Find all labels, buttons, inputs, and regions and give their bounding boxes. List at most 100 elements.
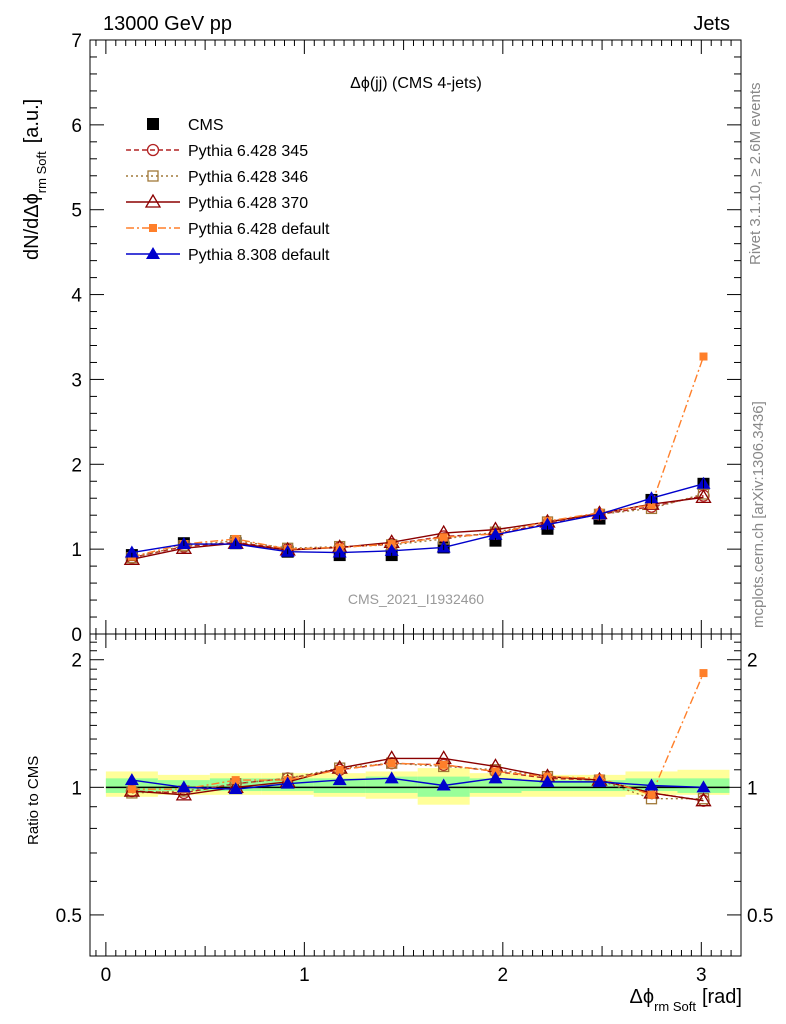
x-label-sub: rm Soft — [654, 999, 696, 1014]
legend-item: Pythia 6.428 default — [126, 221, 330, 238]
x-tick-label: 1 — [299, 965, 310, 986]
ratio-series-line — [131, 762, 704, 800]
ratio-data-point — [439, 760, 448, 769]
main-data-point — [124, 545, 139, 558]
ratio-y-label: Ratio to CMS — [25, 756, 42, 845]
category-label: Jets — [693, 13, 730, 35]
chart-title: Δϕ(jj) (CMS 4-jets) — [350, 75, 482, 92]
main-y-tick-label: 4 — [71, 286, 82, 307]
main-series-line — [131, 494, 704, 559]
svg-text:dN/dΔϕrm Soft[a.u.]: dN/dΔϕrm Soft [a.u.] — [21, 99, 49, 260]
legend-item: Pythia 8.308 default — [126, 247, 330, 264]
legend-item: Pythia 6.428 370 — [126, 193, 308, 212]
main-series-layer — [123, 352, 712, 565]
band-inner — [469, 778, 522, 793]
main-data-point — [439, 533, 448, 542]
ratio-data-point — [488, 771, 503, 784]
ratio-x-axis: 0 1 2 3 — [95, 634, 742, 986]
ratio-data-point — [332, 773, 347, 786]
main-y-tick-label: 2 — [71, 455, 82, 476]
main-panel: 0 1 2 3 4 5 6 7 Δϕ(jj) (CMS 4-jets) CMS_2021_I1… — [21, 31, 742, 646]
ratio-plot-frame — [89, 633, 742, 957]
x-label-main: Δϕ — [630, 986, 655, 1008]
ratio-data-point — [436, 778, 451, 791]
ratio-y-tick-label-right: 1 — [747, 778, 758, 799]
main-y-tick-label: 3 — [71, 370, 82, 391]
main-series-line — [131, 496, 704, 561]
legend-marker — [147, 118, 159, 130]
ratio-y-tick-label-right: 2 — [747, 651, 758, 672]
rivet-label: Rivet 3.1.10, ≥ 2.6M events — [747, 83, 764, 266]
ratio-y-tick-label: 1 — [71, 778, 82, 799]
ratio-data-point — [696, 780, 711, 793]
ratio-series-line — [131, 672, 705, 796]
ratio-series-line — [131, 777, 704, 790]
main-y-axis-label: dN/dΔϕrm Soft [a.u.] — [21, 99, 49, 260]
main-data-point — [697, 488, 710, 500]
legend-item: CMS — [147, 117, 224, 134]
main-data-point — [699, 352, 708, 361]
ratio-data-point — [280, 776, 295, 789]
x-label-unit: [rad] — [702, 986, 742, 1008]
ratio-data-point — [124, 773, 139, 786]
analysis-watermark: CMS_2021_I1932460 — [348, 591, 484, 607]
main-series-line — [131, 356, 705, 558]
ratio-data-point — [592, 774, 607, 787]
main-x-ticks — [95, 40, 742, 634]
ratio-data-point — [384, 771, 399, 784]
ratio-y-axis: 0.5 0.5 1 1 2 2 — [56, 641, 773, 927]
ratio-data-point — [127, 785, 136, 794]
ratio-y-tick-label: 2 — [71, 651, 82, 672]
y-label-main: dN/dΔϕ — [21, 193, 43, 260]
main-data-point — [332, 545, 347, 558]
ratio-data-point — [540, 774, 555, 787]
main-y-tick-label: 1 — [71, 540, 82, 561]
legend-label: Pythia 6.428 default — [188, 221, 330, 238]
ratio-data-point — [176, 780, 191, 793]
legend-marker — [149, 224, 157, 232]
ratio-data-point — [228, 782, 243, 795]
mcplots-label: mcplots.cern.ch [arXiv:1306.3436] — [750, 401, 767, 628]
main-y-axis: 0 1 2 3 4 5 6 7 — [71, 31, 741, 646]
legend: CMS Pythia 6.428 345 Pythia 6.428 346 Pythi… — [126, 117, 330, 264]
ratio-y-tick-label: 0.5 — [56, 906, 82, 927]
ratio-data-point — [175, 786, 193, 801]
ratio-data-point — [644, 778, 659, 791]
energy-label: 13000 GeV pp — [103, 13, 232, 35]
legend-item: Pythia 6.428 346 — [126, 169, 308, 186]
ratio-data-point — [335, 765, 344, 774]
legend-label: Pythia 6.428 346 — [188, 169, 308, 186]
main-data-point — [647, 501, 656, 510]
x-tick-label: 3 — [696, 965, 707, 986]
legend-marker — [144, 193, 162, 208]
legend-marker — [147, 170, 159, 182]
legend-item: Pythia 6.428 345 — [126, 143, 308, 160]
legend-label: Pythia 6.428 370 — [188, 195, 308, 212]
x-axis-label: Δϕrm Soft [rad] — [630, 986, 743, 1014]
main-y-tick-label: 7 — [71, 31, 82, 52]
ratio-panel: 0.5 0.5 1 1 2 2 0 1 2 3 Ratio to CMS Δϕrm Soft [r… — [25, 633, 773, 1014]
legend-label: Pythia 6.428 345 — [188, 143, 308, 160]
band-inner — [313, 778, 366, 793]
y-label-unit: [a.u.] — [21, 99, 43, 143]
y-label-sub: rm Soft — [34, 151, 49, 193]
x-tick-label: 2 — [498, 965, 509, 986]
main-series-line — [131, 483, 704, 554]
ratio-data-point — [387, 759, 396, 768]
main-data-point — [384, 543, 399, 556]
legend-label: Pythia 8.308 default — [188, 247, 330, 264]
legend-marker — [146, 247, 160, 259]
main-data-point — [488, 527, 503, 540]
ratio-data-point — [695, 792, 712, 807]
main-y-tick-label: 6 — [71, 116, 82, 137]
ratio-y-tick-label-right: 0.5 — [747, 906, 773, 927]
ratio-series-layer — [123, 669, 712, 807]
ratio-data-point — [647, 790, 656, 799]
main-data-point — [540, 517, 555, 530]
legend-marker — [146, 143, 160, 157]
main-data-point — [695, 489, 712, 504]
main-series-line — [131, 493, 704, 559]
x-tick-label: 0 — [101, 965, 112, 986]
main-y-tick-label: 0 — [71, 625, 82, 646]
